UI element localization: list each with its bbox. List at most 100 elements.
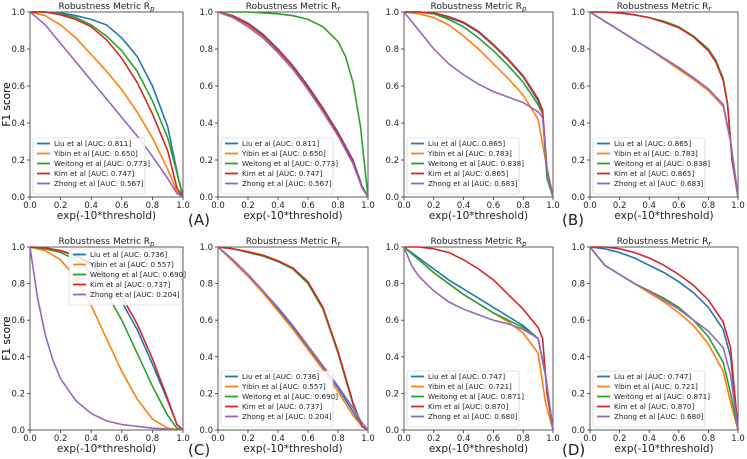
y-tick-label: 1.0: [385, 8, 399, 18]
plot-frame: [403, 11, 554, 198]
y-tick-label: 0.4: [11, 119, 25, 129]
legend-entry: Zhong et al [AUC: 0.683]: [428, 179, 518, 188]
chart-4: Robustness Metric Rr 0.0 0.2 0.4 0.6 0.8 1.0 0.…: [571, 2, 744, 222]
legend-entry: Zhong et al [AUC: 0.204]: [242, 412, 332, 421]
y-tick-label: 0.6: [571, 82, 585, 92]
plot-frame: [29, 246, 184, 431]
y-tick-label: 0.2: [11, 156, 25, 166]
series-line: [218, 11, 369, 197]
series-line: [30, 11, 184, 197]
series-line: [218, 11, 369, 197]
legend: Liu et al [AUC: 0.865]Yibin et al [AUC: …: [592, 137, 710, 195]
x-tick-label: 0.6: [672, 201, 686, 211]
y-tick-label: 0.0: [11, 426, 25, 436]
x-tick-label: 0.4: [642, 201, 656, 211]
y-tick-label: 0.0: [199, 426, 213, 436]
x-tick-label: 0.0: [583, 434, 597, 444]
y-tick-label: 0.6: [11, 316, 25, 326]
series-line: [404, 11, 554, 197]
x-tick-label: 0.8: [702, 201, 716, 211]
x-tick-label: 0.0: [397, 434, 411, 444]
chart-1: Robustness Metric Rp 0.0 0.2 0.4 0.6 0.8 1.0 0.…: [1, 2, 190, 222]
x-tick-label: 0.8: [146, 434, 160, 444]
legend-entry: Weitong et al [AUC: 0.690]: [90, 270, 186, 279]
legend-entry: Zhong et al [AUC: 0.680]: [428, 412, 518, 421]
legend-entry: Yibin et al [AUC: 0.650]: [241, 149, 326, 158]
legend-entry: Liu et al [AUC: 0.736]: [242, 372, 319, 381]
x-tick-label: 1.0: [361, 434, 375, 444]
x-tick-label: 0.2: [241, 434, 255, 444]
x-tick-label: 0.4: [271, 201, 285, 211]
legend-entry: Weitong et al [AUC: 0.871]: [428, 392, 524, 401]
panel-label-a: (A): [188, 211, 210, 229]
x-tick-label: 0.6: [115, 434, 129, 444]
x-tick-label: 0.8: [331, 434, 345, 444]
x-tick-label: 1.0: [731, 201, 745, 211]
y-tick-label: 0.8: [385, 45, 399, 55]
plot-frame: [217, 246, 369, 431]
x-tick-label: 0.6: [301, 434, 315, 444]
y-tick-label: 0.8: [11, 280, 25, 290]
legend-entry: Yibin et al [AUC: 0.783]: [613, 149, 698, 158]
panel-label-a-text: (A): [188, 211, 210, 229]
legend-box: [406, 370, 520, 428]
panel-label-c-text: (C): [188, 441, 210, 459]
legend: Liu et al [AUC: 0.736]Yibin et al [AUC: …: [68, 248, 186, 306]
y-tick-label: 0.2: [385, 156, 399, 166]
chart-title: Robustness Metric Rp: [430, 2, 527, 13]
panel-label-b: (B): [562, 211, 584, 229]
y-tick-label: 0.2: [385, 389, 399, 399]
y-tick-label: 0.4: [385, 119, 399, 129]
y-tick-label: 0.4: [385, 353, 399, 363]
series-line: [590, 11, 739, 197]
legend-entry: Zhong et al [AUC: 0.567]: [54, 179, 144, 188]
x-axis-label: exp(-10*threshold): [57, 443, 156, 455]
series-line: [30, 246, 184, 430]
x-tick-label: 1.0: [361, 201, 375, 211]
y-tick-label: 0.8: [199, 280, 213, 290]
legend-entry: Weitong et al [AUC: 0.871]: [614, 392, 710, 401]
panel-label-c: (C): [188, 441, 210, 459]
x-tick-label: 0.8: [516, 201, 530, 211]
y-tick-label: 0.4: [199, 119, 213, 129]
y-tick-label: 1.0: [571, 243, 585, 253]
legend-box: [592, 137, 706, 195]
legend-entry: Liu et al [AUC: 0.747]: [614, 372, 691, 381]
series-line: [30, 246, 184, 430]
legend-entry: Kim et al [AUC: 0.737]: [242, 402, 322, 411]
y-tick-label: 0.8: [571, 45, 585, 55]
series-line: [590, 11, 739, 197]
x-tick-label: 0.8: [331, 201, 345, 211]
x-tick-label: 1.0: [176, 201, 190, 211]
x-tick-label: 0.6: [487, 201, 501, 211]
legend-entry: Yibin et al [AUC: 0.650]: [53, 149, 138, 158]
x-tick-label: 0.0: [23, 201, 37, 211]
x-tick-label: 0.0: [23, 434, 37, 444]
legend: Liu et al [AUC: 0.865]Yibin et al [AUC: …: [406, 137, 524, 195]
y-tick-label: 0.8: [571, 280, 585, 290]
series-line: [30, 11, 184, 197]
y-tick-label: 0.6: [199, 316, 213, 326]
legend-entry: Weitong et al [AUC: 0.773]: [242, 159, 338, 168]
legend-entry: Weitong et al [AUC: 0.838]: [614, 159, 710, 168]
x-tick-label: 0.4: [457, 434, 471, 444]
legend-entry: Kim et al [AUC: 0.870]: [428, 402, 508, 411]
x-tick-label: 0.8: [516, 434, 530, 444]
series-line: [404, 246, 554, 430]
legend-entry: Liu et al [AUC: 0.736]: [90, 250, 167, 259]
x-tick-label: 0.2: [427, 201, 441, 211]
series-line: [590, 246, 739, 430]
x-tick-label: 0.8: [146, 201, 160, 211]
legend: Liu et al [AUC: 0.736]Yibin et al [AUC: …: [220, 370, 338, 428]
chart-title: Robustness Metric Rp: [58, 2, 155, 13]
chart-2: Robustness Metric Rr 0.0 0.2 0.4 0.6 0.8 1.0 0.…: [199, 2, 374, 222]
x-tick-label: 0.6: [301, 201, 315, 211]
series-line: [218, 246, 369, 430]
chart-title: Robustness Metric Rr: [246, 2, 342, 13]
legend-box: [32, 137, 146, 195]
legend-entry: Zhong et al [AUC: 0.680]: [614, 412, 704, 421]
legend-entry: Zhong et al [AUC: 0.567]: [242, 179, 332, 188]
x-tick-label: 0.0: [583, 201, 597, 211]
y-tick-label: 0.2: [571, 389, 585, 399]
